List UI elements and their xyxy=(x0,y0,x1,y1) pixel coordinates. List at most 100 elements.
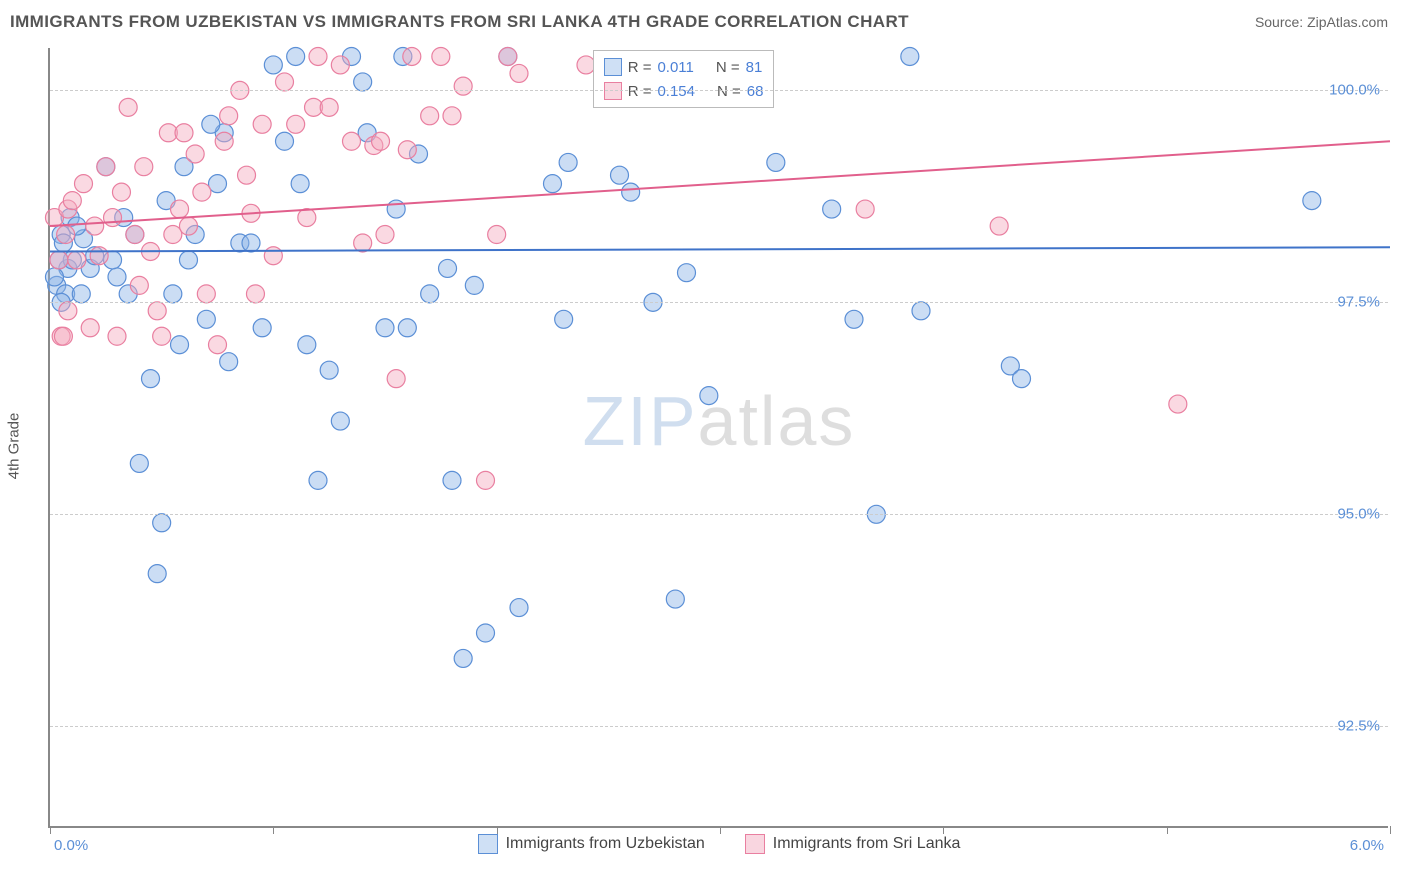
data-point xyxy=(403,47,421,65)
data-point xyxy=(264,247,282,265)
y-tick-label: 100.0% xyxy=(1329,82,1380,99)
swatch-uzbekistan xyxy=(604,58,622,76)
stat-r-value-1: 0.011 xyxy=(657,59,693,76)
data-point xyxy=(454,649,472,667)
data-point xyxy=(320,98,338,116)
source-value: ZipAtlas.com xyxy=(1307,14,1388,30)
data-point xyxy=(171,336,189,354)
stats-row-uzbekistan: R = 0.011 N = 81 xyxy=(604,55,764,79)
data-point xyxy=(193,183,211,201)
data-point xyxy=(499,47,517,65)
data-point xyxy=(611,166,629,184)
data-point xyxy=(544,175,562,193)
data-point xyxy=(354,73,372,91)
x-tick-mark xyxy=(1390,826,1391,834)
gridline-h xyxy=(50,514,1388,515)
stat-r-label-1: R = xyxy=(628,59,652,76)
data-point xyxy=(298,209,316,227)
data-point xyxy=(331,56,349,74)
data-point xyxy=(130,276,148,294)
chart-title: IMMIGRANTS FROM UZBEKISTAN VS IMMIGRANTS… xyxy=(10,12,909,32)
data-point xyxy=(215,132,233,150)
data-point xyxy=(220,107,238,125)
x-tick-label: 6.0% xyxy=(1350,837,1384,854)
data-point xyxy=(1169,395,1187,413)
stat-n-value-1: 81 xyxy=(746,59,763,76)
data-point xyxy=(148,302,166,320)
data-point xyxy=(104,209,122,227)
data-point xyxy=(179,217,197,235)
data-point xyxy=(376,226,394,244)
data-point xyxy=(72,285,90,303)
data-point xyxy=(354,234,372,252)
data-point xyxy=(253,115,271,133)
data-point xyxy=(59,302,77,320)
data-point xyxy=(119,98,137,116)
data-point xyxy=(856,200,874,218)
data-point xyxy=(153,327,171,345)
data-point xyxy=(912,302,930,320)
legend-label-srilanka: Immigrants from Sri Lanka xyxy=(773,835,961,853)
data-point xyxy=(97,158,115,176)
data-point xyxy=(197,310,215,328)
x-tick-mark xyxy=(273,826,274,834)
data-point xyxy=(555,310,573,328)
data-point xyxy=(126,226,144,244)
data-point xyxy=(767,153,785,171)
data-point xyxy=(175,124,193,142)
x-tick-label: 0.0% xyxy=(54,837,88,854)
stat-n-label-1: N = xyxy=(716,59,740,76)
gridline-h xyxy=(50,90,1388,91)
data-point xyxy=(309,471,327,489)
data-point xyxy=(320,361,338,379)
series-legend: Immigrants from Uzbekistan Immigrants fr… xyxy=(50,834,1388,854)
data-point xyxy=(276,132,294,150)
source-citation: Source: ZipAtlas.com xyxy=(1255,14,1388,30)
plot-area: ZIPatlas R = 0.011 N = 81 R = 0.154 N = … xyxy=(48,48,1388,828)
data-point xyxy=(443,107,461,125)
data-point xyxy=(398,319,416,337)
data-point xyxy=(465,276,483,294)
data-point xyxy=(432,47,450,65)
data-point xyxy=(510,64,528,82)
x-tick-mark xyxy=(497,826,498,834)
x-tick-mark xyxy=(720,826,721,834)
data-point xyxy=(276,73,294,91)
data-point xyxy=(331,412,349,430)
data-point xyxy=(153,514,171,532)
data-point xyxy=(823,200,841,218)
data-point xyxy=(130,454,148,472)
data-point xyxy=(845,310,863,328)
data-point xyxy=(63,192,81,210)
data-point xyxy=(309,47,327,65)
data-point xyxy=(246,285,264,303)
legend-swatch-srilanka xyxy=(745,834,765,854)
x-tick-mark xyxy=(943,826,944,834)
data-point xyxy=(75,175,93,193)
data-point xyxy=(678,264,696,282)
gridline-h xyxy=(50,302,1388,303)
y-axis-label: 4th Grade xyxy=(6,413,23,480)
data-point xyxy=(108,268,126,286)
data-point xyxy=(387,370,405,388)
data-point xyxy=(253,319,271,337)
data-point xyxy=(197,285,215,303)
legend-item-srilanka: Immigrants from Sri Lanka xyxy=(745,834,961,854)
data-point xyxy=(1013,370,1031,388)
data-point xyxy=(454,77,472,95)
legend-item-uzbekistan: Immigrants from Uzbekistan xyxy=(478,834,705,854)
data-point xyxy=(86,217,104,235)
data-point xyxy=(45,268,63,286)
data-point xyxy=(242,234,260,252)
data-point xyxy=(477,471,495,489)
data-point xyxy=(179,251,197,269)
data-point xyxy=(901,47,919,65)
data-point xyxy=(186,145,204,163)
data-point xyxy=(90,247,108,265)
data-point xyxy=(398,141,416,159)
data-point xyxy=(488,226,506,244)
data-point xyxy=(68,251,86,269)
stats-legend: R = 0.011 N = 81 R = 0.154 N = 68 xyxy=(593,50,775,108)
data-point xyxy=(81,319,99,337)
data-point xyxy=(135,158,153,176)
